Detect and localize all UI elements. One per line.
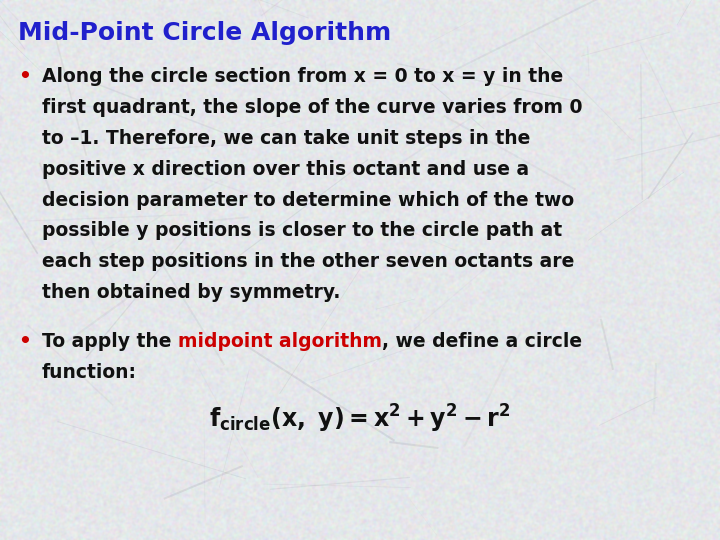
Text: first quadrant, the slope of the curve varies from 0: first quadrant, the slope of the curve v… [42, 98, 582, 117]
Text: each step positions in the other seven octants are: each step positions in the other seven o… [42, 252, 574, 271]
Text: To apply the: To apply the [42, 332, 178, 351]
Text: •: • [18, 68, 31, 86]
Text: possible y positions is closer to the circle path at: possible y positions is closer to the ci… [42, 221, 562, 240]
Text: •: • [18, 332, 31, 351]
Text: decision parameter to determine which of the two: decision parameter to determine which of… [42, 191, 574, 210]
Text: to –1. Therefore, we can take unit steps in the: to –1. Therefore, we can take unit steps… [42, 129, 530, 148]
Text: positive x direction over this octant and use a: positive x direction over this octant an… [42, 160, 529, 179]
Text: $\mathbf{f}_{\mathbf{circle}}\mathbf{(x,\ y) = x^2 + y^2 - r^2}$: $\mathbf{f}_{\mathbf{circle}}\mathbf{(x,… [210, 403, 510, 435]
Text: , we define a circle: , we define a circle [382, 332, 582, 351]
Text: function:: function: [42, 363, 137, 382]
Text: Along the circle section from x = 0 to x = y in the: Along the circle section from x = 0 to x… [42, 68, 563, 86]
Text: Mid-Point Circle Algorithm: Mid-Point Circle Algorithm [18, 21, 391, 44]
Text: midpoint algorithm: midpoint algorithm [178, 332, 382, 351]
Text: then obtained by symmetry.: then obtained by symmetry. [42, 283, 340, 302]
